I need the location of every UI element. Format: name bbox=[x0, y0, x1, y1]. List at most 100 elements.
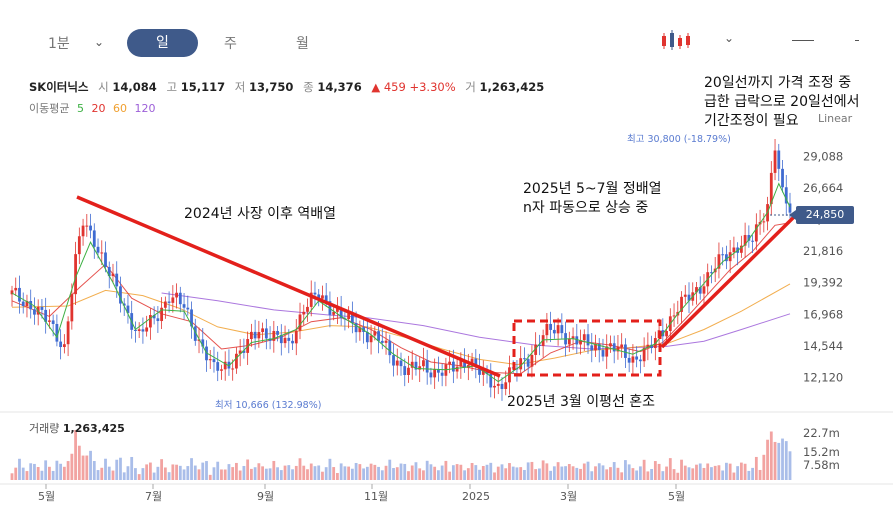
candle-body bbox=[422, 360, 425, 367]
candle-body bbox=[257, 332, 261, 339]
volume-bar bbox=[781, 438, 784, 480]
x-tick-label: 11월 bbox=[364, 490, 388, 503]
candle-body bbox=[92, 230, 96, 247]
candle-body bbox=[567, 338, 571, 345]
candle-body bbox=[579, 340, 582, 345]
candle-body bbox=[216, 362, 220, 371]
volume-bar bbox=[668, 458, 672, 480]
candle-body bbox=[167, 301, 171, 303]
volume-bar bbox=[354, 462, 358, 480]
annotation-adjust-3: 기간조정이 필요 bbox=[704, 113, 799, 129]
volume-bar bbox=[766, 439, 769, 480]
volume-bar bbox=[137, 474, 141, 480]
candle-body bbox=[732, 247, 736, 253]
period-month-button[interactable]: 월 bbox=[296, 36, 309, 52]
volume-bar bbox=[321, 471, 324, 480]
candle-body bbox=[77, 236, 81, 255]
volume-bar bbox=[597, 463, 601, 480]
volume-bar bbox=[291, 469, 294, 480]
volume-tick-label: 7.58m bbox=[803, 458, 840, 472]
volume-bar bbox=[530, 461, 534, 480]
candle-body bbox=[235, 353, 238, 369]
y-tick-label: 29,088 bbox=[803, 149, 843, 163]
volume-label: 거 bbox=[465, 80, 476, 94]
scale-type[interactable]: Linear bbox=[818, 112, 853, 125]
candle-body bbox=[481, 370, 485, 375]
current-price-tag: 24,850 bbox=[789, 206, 854, 224]
minimize-icon[interactable] bbox=[792, 40, 814, 41]
low-label: 저 bbox=[234, 80, 246, 94]
ma-120: 120 bbox=[134, 102, 156, 115]
y-tick-label: 19,392 bbox=[803, 276, 843, 290]
x-tick-label: 3월 bbox=[560, 490, 577, 503]
volume-bar bbox=[96, 470, 100, 480]
candle-type-icon[interactable] bbox=[0, 0, 893, 70]
period-day-button[interactable]: 일 bbox=[127, 29, 198, 57]
candle-body bbox=[695, 287, 698, 293]
volume-bar bbox=[89, 450, 92, 480]
volume-bar bbox=[702, 467, 706, 480]
volume-bar bbox=[369, 463, 373, 480]
volume-tick-label: 22.7m bbox=[803, 426, 840, 440]
volume-bar bbox=[485, 464, 489, 480]
x-tick-label: 7월 bbox=[145, 490, 162, 503]
candle-body bbox=[403, 366, 407, 376]
volume-bar bbox=[463, 470, 466, 480]
volume-bar bbox=[418, 468, 422, 480]
period-week-button[interactable]: 주 bbox=[224, 36, 237, 52]
volume-bar bbox=[160, 459, 164, 480]
candle-body bbox=[725, 254, 728, 262]
y-tick-label: 21,816 bbox=[803, 244, 843, 258]
candle-body bbox=[156, 318, 160, 322]
candle-body bbox=[201, 339, 205, 347]
volume-bar bbox=[496, 466, 500, 480]
candle-body bbox=[302, 311, 306, 315]
chevron-down-icon[interactable]: ⌄ bbox=[94, 35, 105, 49]
volume-bar bbox=[212, 467, 216, 480]
volume-bar bbox=[399, 463, 403, 480]
annotation-mixed: 2025년 3월 이평선 혼조 bbox=[507, 394, 656, 410]
candle-body bbox=[317, 294, 321, 299]
volume-bar bbox=[373, 464, 377, 480]
volume-bar bbox=[257, 463, 261, 480]
candle-body bbox=[358, 327, 362, 333]
candle-body bbox=[751, 240, 754, 242]
volume-bar bbox=[145, 464, 149, 480]
candle-body bbox=[89, 225, 92, 231]
ma-20: 20 bbox=[91, 102, 106, 115]
volume-bar bbox=[328, 458, 332, 480]
volume-bar bbox=[223, 469, 227, 480]
candle-body bbox=[526, 359, 530, 367]
volume-bar bbox=[560, 466, 564, 480]
candle-body bbox=[249, 331, 253, 340]
volume-bar bbox=[631, 468, 635, 480]
candle-body bbox=[781, 168, 784, 188]
candle-body bbox=[451, 361, 455, 372]
volume-bar bbox=[609, 467, 612, 480]
candle-body bbox=[283, 337, 287, 344]
volume-panel-title: 거래량 bbox=[29, 422, 60, 435]
candle-body bbox=[287, 337, 291, 341]
volume-value: 1,263,425 bbox=[479, 80, 545, 94]
volume-bar bbox=[519, 467, 523, 480]
volume-bar bbox=[466, 468, 470, 480]
candle-body bbox=[51, 320, 55, 324]
volume-bar bbox=[407, 471, 410, 480]
volume-bar bbox=[216, 461, 220, 480]
chevron-down-icon[interactable]: ⌄ bbox=[724, 31, 735, 45]
period-1min[interactable]: 1분 bbox=[48, 36, 70, 52]
volume-bar bbox=[201, 462, 205, 480]
candle-body bbox=[395, 360, 399, 366]
annotation-adjust-1: 20일선까지 가격 조정 중 bbox=[704, 75, 852, 91]
candle-body bbox=[231, 368, 235, 370]
volume-bar bbox=[115, 459, 119, 480]
volume-bar bbox=[717, 465, 721, 480]
candle-body bbox=[616, 347, 620, 352]
candle-body bbox=[14, 287, 18, 291]
more-icon[interactable] bbox=[855, 40, 859, 41]
candle-body bbox=[683, 294, 687, 297]
moving-average-legend[interactable]: 이동평균 5 20 60 120 bbox=[29, 100, 155, 116]
volume-bar bbox=[294, 465, 298, 480]
volume-bar bbox=[324, 467, 328, 480]
